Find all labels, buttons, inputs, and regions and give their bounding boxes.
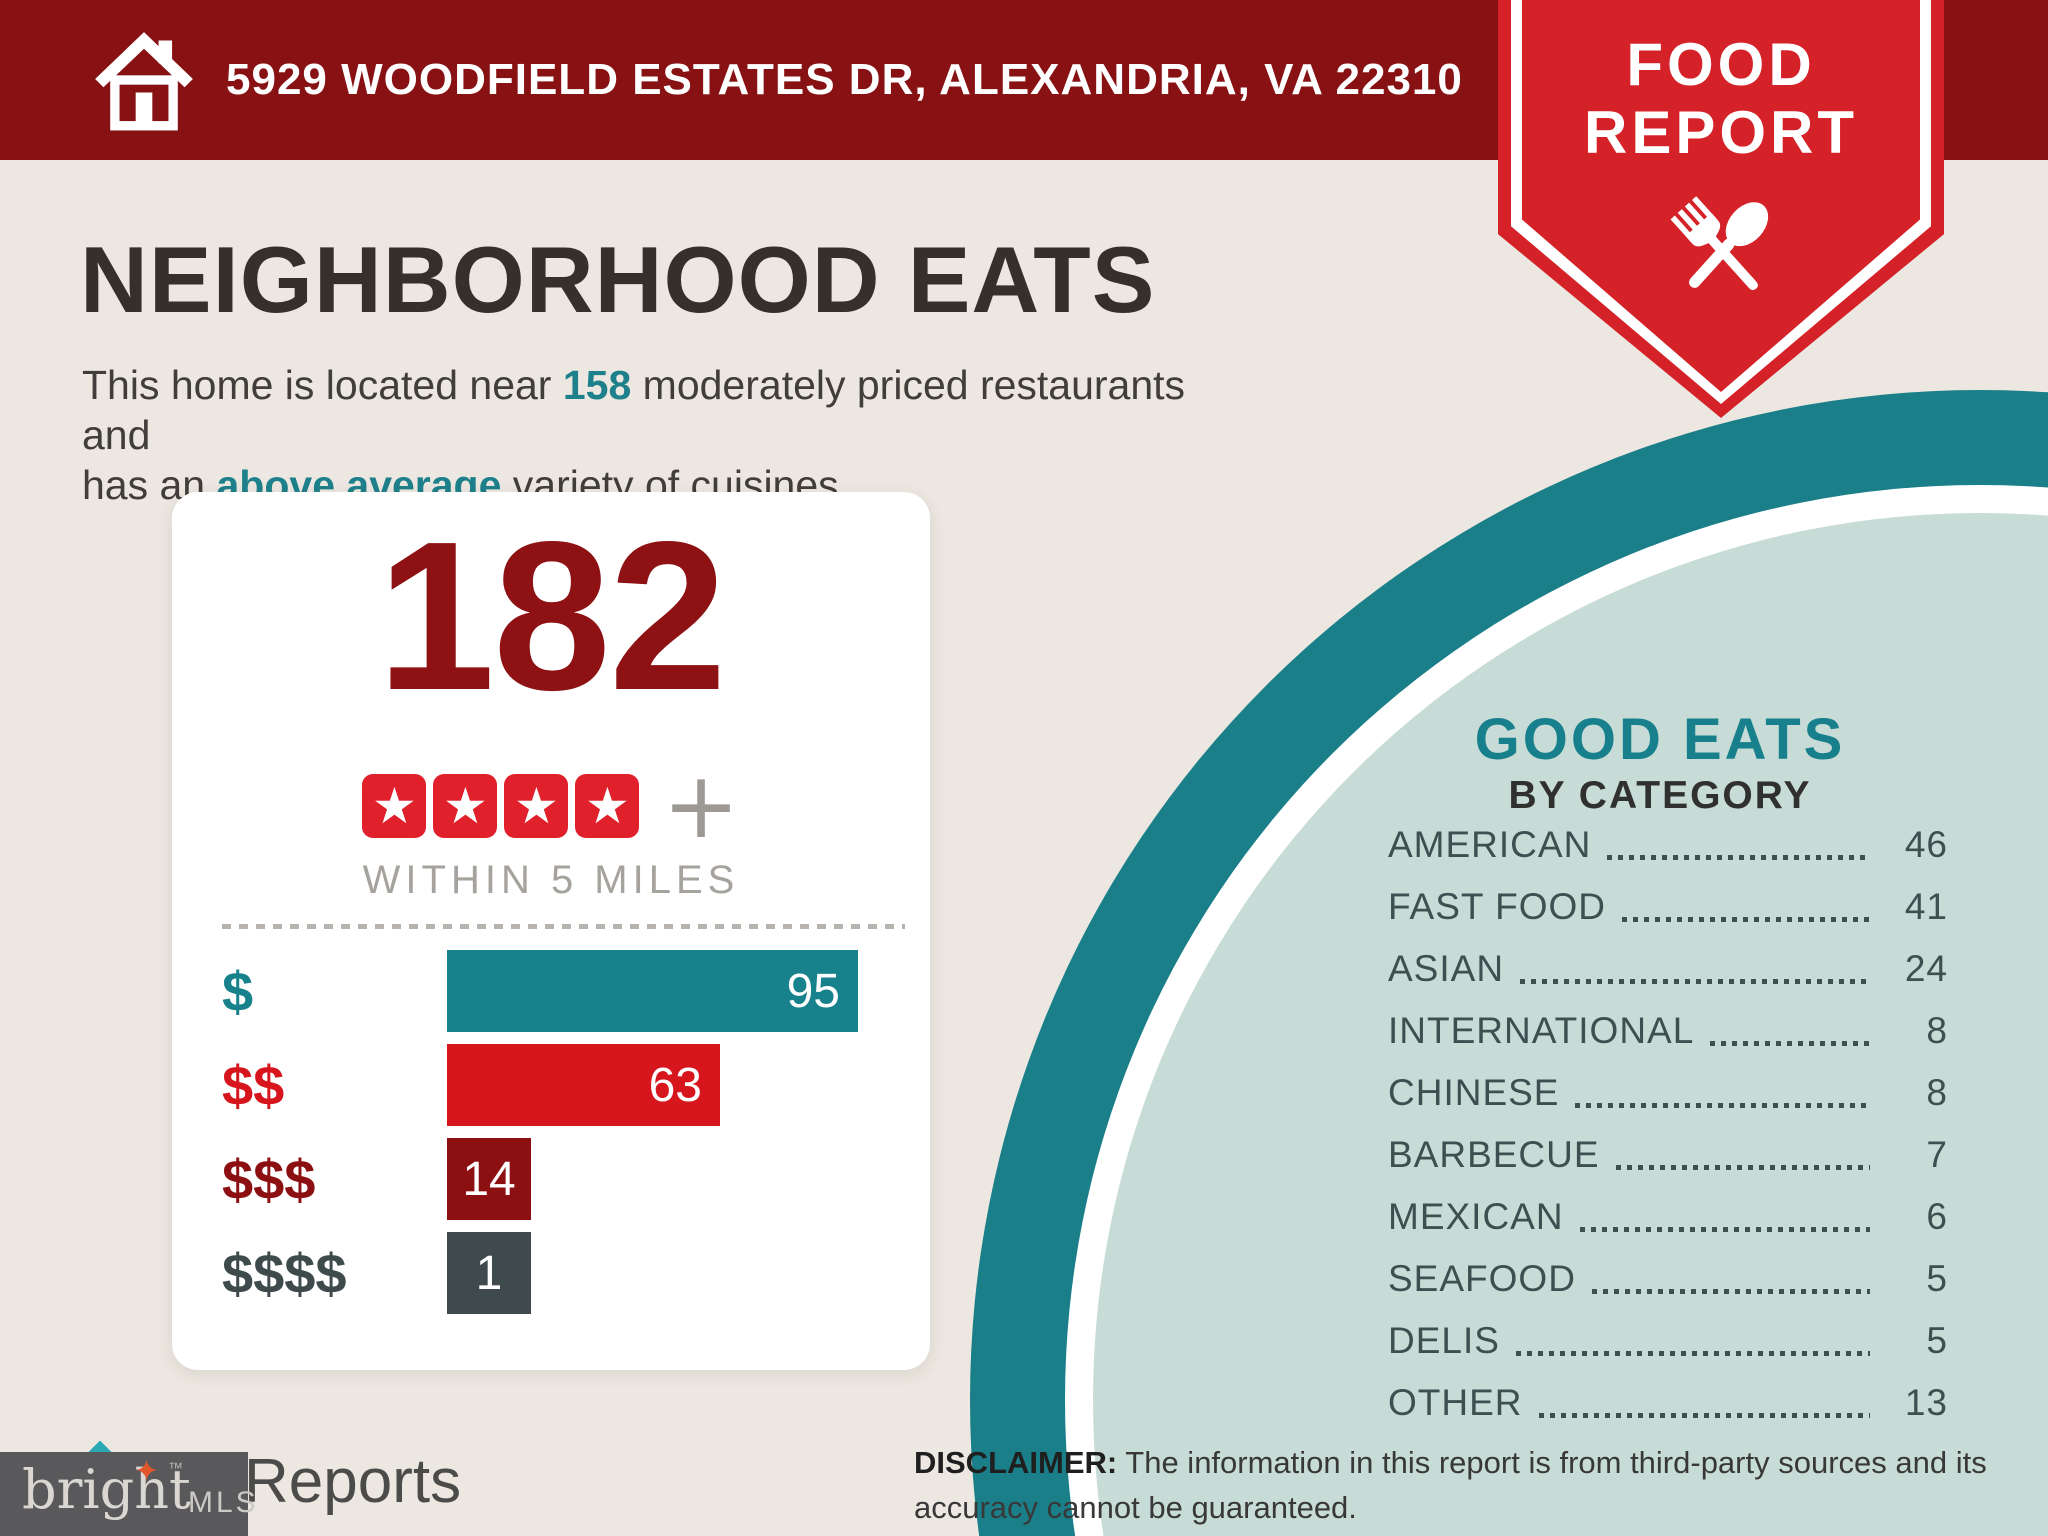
star-icon: ★ (362, 774, 427, 838)
category-row: DELIS 5 (1388, 1310, 1948, 1372)
plus-icon: + (662, 752, 740, 859)
disclaimer-text: DISCLAIMER: The information in this repo… (914, 1445, 1987, 1525)
category-label: AMERICAN (1388, 824, 1592, 865)
dotted-leader (1591, 1289, 1870, 1294)
bar: 95 (447, 950, 858, 1032)
category-label: DELIS (1388, 1320, 1500, 1361)
bar-value: 14 (462, 1152, 516, 1206)
star-icon: ★ (433, 774, 498, 838)
page-title: NEIGHBORHOOD EATS (80, 227, 1156, 332)
category-label: ASIAN (1388, 948, 1505, 989)
sparkle-icon: ✦ (134, 1455, 160, 1488)
category-value: 8 (1926, 1072, 1948, 1113)
dotted-leader (1579, 1227, 1870, 1232)
category-label: OTHER (1388, 1382, 1523, 1423)
category-row: CHINESE 8 (1388, 1062, 1948, 1124)
food-report-ribbon: FOOD REPORT (1498, 0, 1944, 418)
category-label: BARBECUE (1388, 1134, 1600, 1175)
category-list: AMERICAN 46 FAST FOOD 41 ASIAN 24 INTERN… (1388, 814, 1948, 1434)
category-row: MEXICAN 6 (1388, 1186, 1948, 1248)
category-value: 8 (1926, 1010, 1948, 1051)
mls-label: MLS (188, 1486, 259, 1519)
price-level-label: $$$$ (222, 1241, 347, 1305)
category-value: 5 (1926, 1320, 1948, 1361)
category-row: AMERICAN 46 (1388, 814, 1948, 876)
price-bar-row: $ 95 (172, 950, 930, 1032)
bar-value: 63 (648, 1058, 702, 1112)
bar: 14 (447, 1138, 531, 1220)
star-icon: ★ (504, 774, 569, 838)
price-level-label: $$$ (222, 1147, 316, 1211)
dotted-leader (1515, 1351, 1870, 1356)
category-label: INTERNATIONAL (1388, 1010, 1695, 1051)
category-row: FAST FOOD 41 (1388, 876, 1948, 938)
restaurant-count: 182 (377, 497, 727, 734)
dotted-leader (1538, 1413, 1870, 1418)
category-label: SEAFOOD (1388, 1258, 1576, 1299)
price-level-label: $$ (222, 1053, 285, 1117)
intro-text: This home is located near 158 moderately… (82, 360, 1232, 510)
ribbon-title-line2: REPORT (1583, 99, 1859, 166)
category-value: 5 (1926, 1258, 1948, 1299)
category-row: ASIAN 24 (1388, 938, 1948, 1000)
price-level-label: $ (222, 959, 254, 1023)
restaurant-summary-card: 182 ★ ★ ★ ★ + WITHIN 5 MILES $ 95 $$ 63 … (172, 492, 930, 1370)
bar: 1 (447, 1232, 531, 1314)
category-value: 24 (1904, 948, 1948, 989)
price-bar-row: $$$ 14 (172, 1138, 930, 1220)
star-rating: ★ ★ ★ ★ + (172, 752, 930, 859)
dotted-leader (1710, 1041, 1870, 1046)
dotted-leader (1615, 1165, 1870, 1170)
home-icon (95, 32, 193, 131)
category-label: MEXICAN (1388, 1196, 1564, 1237)
good-eats-subtitle: BY CATEGORY (1508, 774, 1812, 817)
intro-mid1: moderately priced restaurants and (82, 362, 1186, 458)
category-value: 13 (1904, 1382, 1948, 1423)
disclaimer-label: DISCLAIMER: (914, 1445, 1118, 1480)
category-label: CHINESE (1388, 1072, 1560, 1113)
radius-label: WITHIN 5 MILES (362, 858, 740, 902)
intro-count: 158 (562, 362, 632, 408)
good-eats-title: GOOD EATS (1474, 707, 1846, 772)
dotted-leader (1575, 1103, 1870, 1108)
bar-value: 1 (475, 1246, 503, 1300)
price-bar-row: $$$$ 1 (172, 1232, 930, 1314)
property-address: 5929 WOODFIELD ESTATES DR, ALEXANDRIA, V… (226, 55, 1463, 104)
ribbon-title-line1: FOOD (1626, 31, 1816, 98)
price-bar-row: $$ 63 (172, 1044, 930, 1126)
category-value: 6 (1926, 1196, 1948, 1237)
category-label: FAST FOOD (1388, 886, 1607, 927)
trademark-symbol: ™ (168, 1460, 183, 1477)
bar-value: 95 (786, 964, 840, 1018)
dashed-divider (222, 924, 905, 929)
category-row: BARBECUE 7 (1388, 1124, 1948, 1186)
category-value: 7 (1926, 1134, 1948, 1175)
price-bar-chart: $ 95 $$ 63 $$$ 14 $$$$ 1 (172, 950, 930, 1326)
bar: 63 (447, 1044, 720, 1126)
dotted-leader (1520, 979, 1870, 984)
reports-logo-text: Reports (244, 1447, 462, 1516)
category-row: INTERNATIONAL 8 (1388, 1000, 1948, 1062)
category-row: OTHER 13 (1388, 1372, 1948, 1434)
star-icon: ★ (575, 774, 640, 838)
dotted-leader (1607, 855, 1870, 860)
intro-pre: This home is located near (82, 362, 563, 408)
bright-wordmark: bright (22, 1458, 191, 1521)
category-value: 46 (1904, 824, 1948, 865)
bright-mls-logo: bright ✦ ™ MLS (0, 1452, 256, 1536)
dotted-leader (1622, 917, 1870, 922)
spoon-fork-icon (1670, 196, 1769, 291)
category-value: 41 (1904, 886, 1948, 927)
category-row: SEAFOOD 5 (1388, 1248, 1948, 1310)
